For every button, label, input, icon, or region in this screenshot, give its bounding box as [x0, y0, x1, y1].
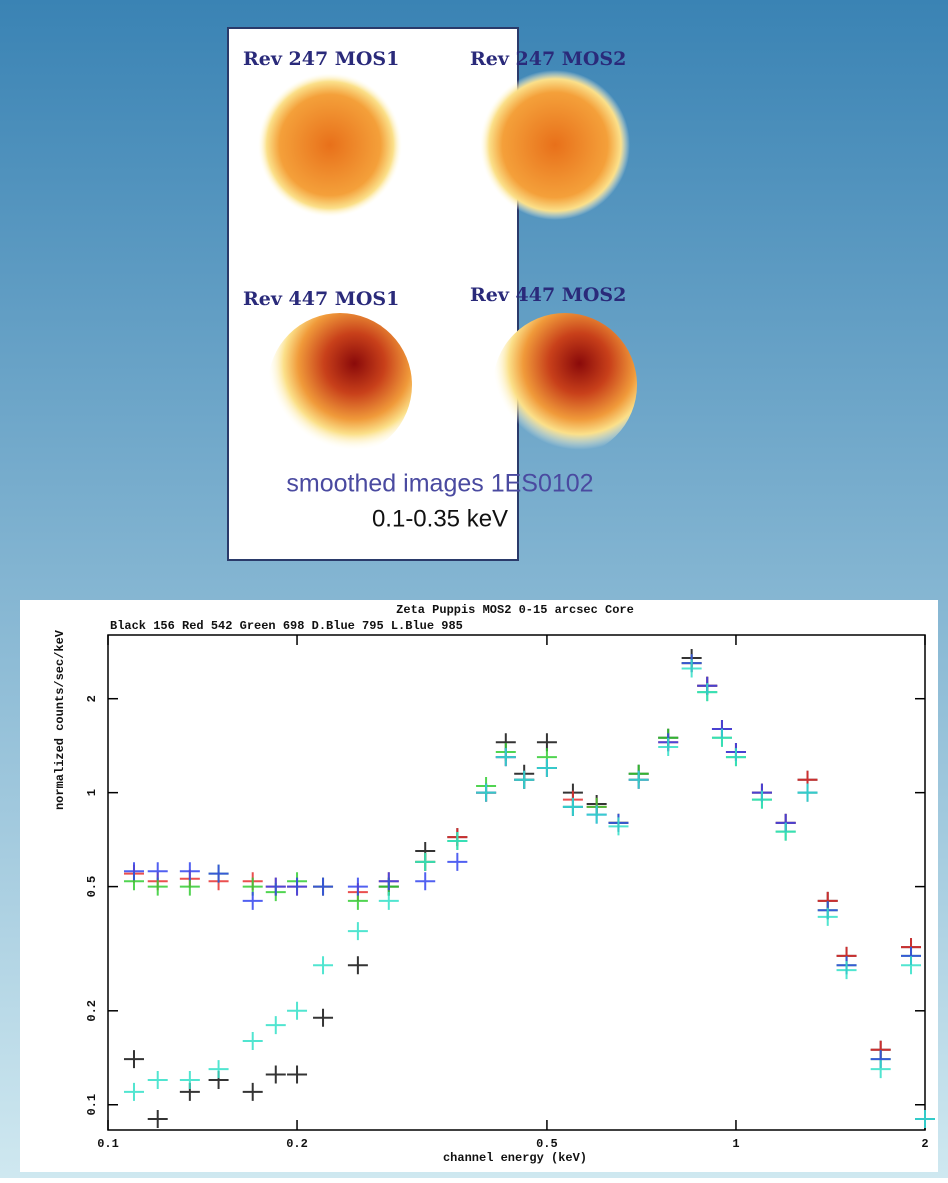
data-point — [915, 1110, 935, 1129]
image-label: Rev 247 MOS1 — [243, 48, 399, 70]
y-tick-label: 0.5 — [85, 876, 99, 898]
data-point — [313, 956, 334, 975]
data-point — [378, 872, 399, 891]
data-point — [208, 1060, 229, 1079]
data-point — [313, 1008, 334, 1027]
data-point — [415, 872, 436, 891]
data-point — [725, 748, 746, 767]
x-tick-label: 0.5 — [536, 1137, 558, 1151]
chart-title: Zeta Puppis MOS2 0-15 arcsec Core — [396, 603, 634, 617]
data-point — [476, 783, 497, 802]
data-point — [147, 877, 168, 896]
data-point — [147, 1110, 168, 1129]
chart-subtitle: Black 156 Red 542 Green 698 D.Blue 795 L… — [110, 619, 463, 633]
data-point — [562, 797, 583, 816]
data-point — [697, 683, 718, 702]
data-point — [536, 758, 557, 777]
data-point — [378, 891, 399, 910]
x-tick-label: 1 — [732, 1137, 739, 1151]
data-point — [836, 961, 857, 980]
data-point — [797, 783, 818, 802]
image — [480, 70, 630, 220]
x-axis-label: channel energy (keV) — [443, 1151, 587, 1165]
data-point — [265, 1065, 286, 1084]
caption: smoothed images 1ES0102 — [286, 470, 593, 498]
data-point — [608, 817, 629, 836]
chart-panel — [20, 600, 938, 1172]
data-point — [179, 1071, 200, 1090]
y-tick-label: 2 — [85, 695, 99, 702]
data-point — [123, 1082, 144, 1101]
y-tick-label: 0.2 — [85, 1000, 99, 1022]
data-point — [287, 1001, 308, 1020]
data-point — [775, 822, 796, 841]
data-point — [208, 864, 229, 883]
image-label: Rev 447 MOS2 — [470, 284, 626, 306]
data-point — [287, 877, 308, 896]
data-point — [586, 805, 607, 824]
image-label: Rev 247 MOS2 — [470, 48, 626, 70]
x-tick-label: 2 — [921, 1137, 928, 1151]
data-point — [901, 956, 922, 975]
data-point — [447, 831, 468, 850]
data-point — [313, 877, 334, 896]
image-label: Rev 447 MOS1 — [243, 288, 399, 310]
data-point — [415, 852, 436, 871]
data-point — [242, 891, 263, 910]
image — [258, 73, 402, 217]
data-point — [447, 852, 468, 871]
data-point — [123, 1050, 144, 1069]
data-point — [242, 1032, 263, 1051]
data-point — [265, 1016, 286, 1035]
y-tick-label: 1 — [85, 789, 99, 796]
data-point — [711, 728, 732, 747]
plot-frame — [107, 634, 926, 1131]
data-point — [147, 862, 168, 881]
data-point — [658, 738, 679, 757]
data-point — [347, 956, 368, 975]
x-tick-label: 0.1 — [97, 1137, 119, 1151]
y-axis-label: normalized counts/sec/keV — [53, 629, 67, 810]
data-point — [123, 862, 144, 881]
band: 0.1-0.35 keV — [372, 505, 508, 532]
image — [268, 313, 412, 457]
data-point — [751, 790, 772, 809]
data-point — [179, 862, 200, 881]
x-tick-label: 0.2 — [286, 1137, 308, 1151]
data-point — [628, 770, 649, 789]
data-point — [242, 1082, 263, 1101]
y-tick-label: 0.1 — [85, 1094, 99, 1116]
data-point — [870, 1060, 891, 1079]
data-point — [265, 877, 286, 896]
data-point — [179, 877, 200, 896]
data-point — [514, 770, 535, 789]
data-point — [287, 1065, 308, 1084]
data-point — [681, 659, 702, 678]
image — [493, 313, 637, 457]
data-point — [495, 748, 516, 767]
data-point — [347, 877, 368, 896]
data-point — [347, 922, 368, 941]
data-point — [817, 907, 838, 926]
data-point — [147, 1071, 168, 1090]
